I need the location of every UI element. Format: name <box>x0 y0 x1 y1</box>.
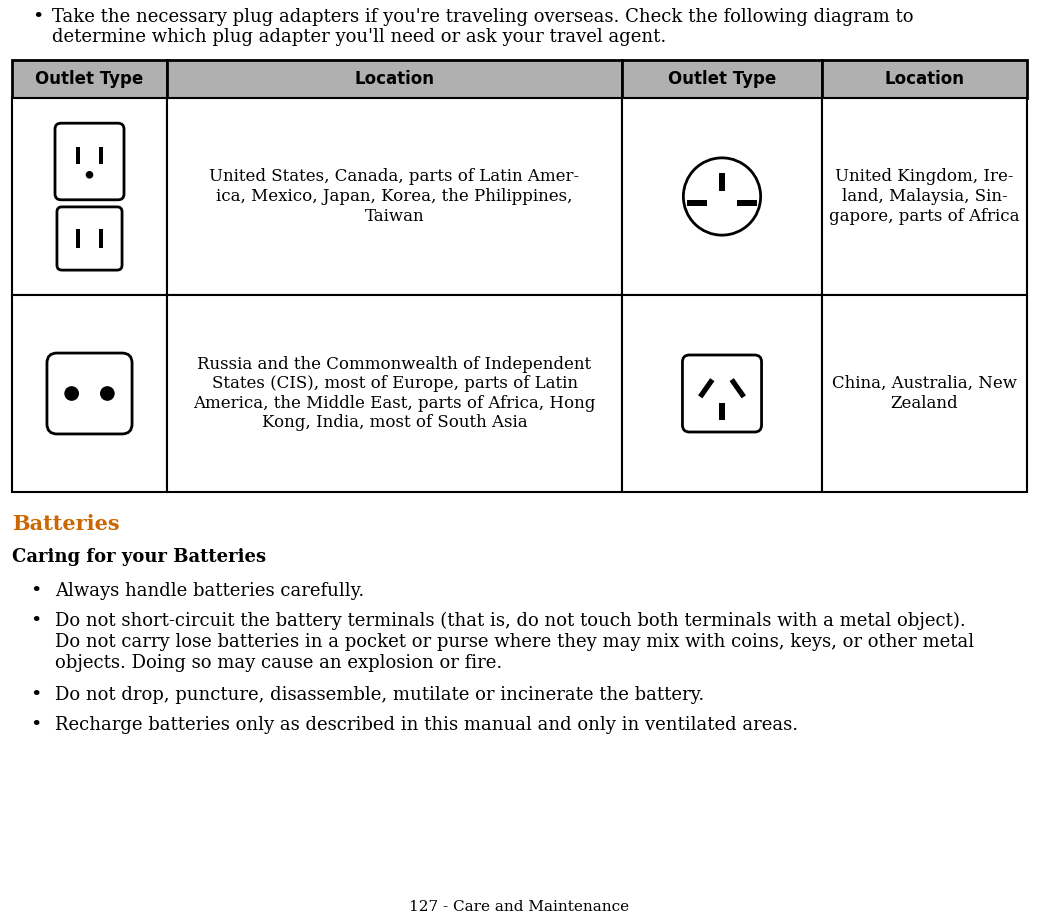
Bar <box>167 98 622 295</box>
Bar <box>99 147 103 164</box>
Bar <box>719 403 724 420</box>
Bar <box>76 147 80 164</box>
Text: United Kingdom, Ire-
land, Malaysia, Sin-
gapore, parts of Africa: United Kingdom, Ire- land, Malaysia, Sin… <box>829 169 1019 224</box>
Circle shape <box>85 171 94 179</box>
Bar <box>822 98 1027 295</box>
Text: Do not drop, puncture, disassemble, mutilate or incinerate the battery.: Do not drop, puncture, disassemble, muti… <box>55 686 704 704</box>
Bar <box>687 201 708 206</box>
FancyBboxPatch shape <box>57 207 122 270</box>
Bar <box>167 60 622 98</box>
Text: determine which plug adapter you'll need or ask your travel agent.: determine which plug adapter you'll need… <box>52 28 666 46</box>
Bar <box>737 201 757 206</box>
Bar <box>822 60 1027 98</box>
Text: Batteries: Batteries <box>12 514 119 534</box>
Text: China, Australia, New
Zealand: China, Australia, New Zealand <box>832 376 1017 412</box>
Text: Location: Location <box>354 70 434 88</box>
Text: Location: Location <box>884 70 964 88</box>
Bar <box>12 98 167 295</box>
Bar <box>719 172 725 191</box>
Text: Always handle batteries carefully.: Always handle batteries carefully. <box>55 582 365 600</box>
Polygon shape <box>698 378 715 398</box>
Circle shape <box>684 158 761 235</box>
Text: Outlet Type: Outlet Type <box>35 70 143 88</box>
Text: United States, Canada, parts of Latin Amer-
ica, Mexico, Japan, Korea, the Phili: United States, Canada, parts of Latin Am… <box>210 169 580 224</box>
Bar <box>622 60 822 98</box>
Circle shape <box>64 387 79 401</box>
Text: •: • <box>30 716 42 734</box>
Circle shape <box>100 387 114 401</box>
Bar <box>76 229 80 248</box>
Bar <box>622 98 822 295</box>
Text: •: • <box>30 612 42 630</box>
Bar <box>622 295 822 492</box>
Text: Do not short-circuit the battery terminals (that is, do not touch both terminals: Do not short-circuit the battery termina… <box>55 612 975 671</box>
Bar <box>99 229 103 248</box>
Text: •: • <box>30 686 42 704</box>
FancyBboxPatch shape <box>683 355 762 432</box>
Text: Caring for your Batteries: Caring for your Batteries <box>12 548 266 566</box>
Text: •: • <box>32 8 44 26</box>
Text: Take the necessary plug adapters if you're traveling overseas. Check the followi: Take the necessary plug adapters if you'… <box>52 8 913 26</box>
Text: Outlet Type: Outlet Type <box>668 70 776 88</box>
Text: •: • <box>30 582 42 600</box>
Bar <box>12 295 167 492</box>
FancyBboxPatch shape <box>55 123 124 200</box>
Bar <box>822 295 1027 492</box>
Bar <box>167 295 622 492</box>
FancyBboxPatch shape <box>47 353 132 434</box>
Text: Recharge batteries only as described in this manual and only in ventilated areas: Recharge batteries only as described in … <box>55 716 798 734</box>
Text: 127 - Care and Maintenance: 127 - Care and Maintenance <box>409 900 629 914</box>
Text: Russia and the Commonwealth of Independent
States (CIS), most of Europe, parts o: Russia and the Commonwealth of Independe… <box>193 355 595 431</box>
Bar <box>12 60 167 98</box>
Polygon shape <box>729 378 746 398</box>
